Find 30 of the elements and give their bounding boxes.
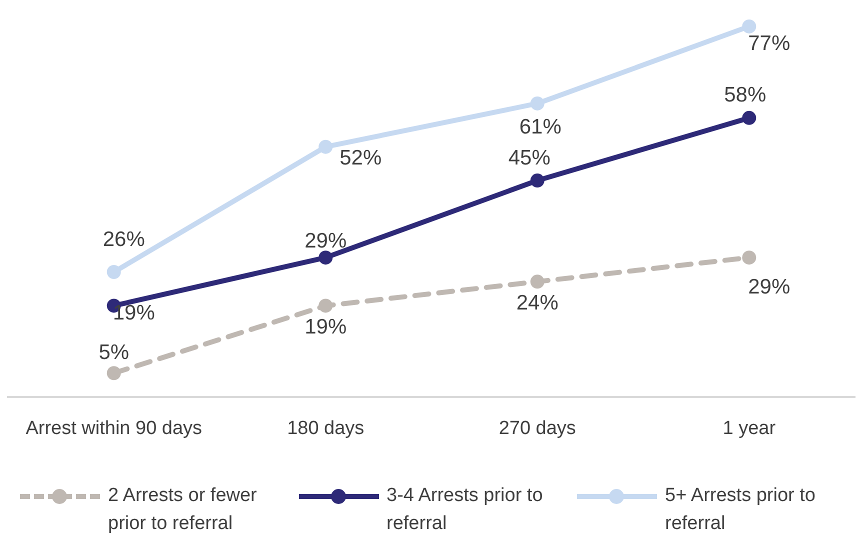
data-label: 45%	[508, 146, 550, 170]
x-tick-label: 270 days	[498, 418, 576, 439]
point	[742, 250, 756, 265]
data-label: 58%	[724, 84, 766, 107]
point	[742, 19, 756, 34]
data-label: 19%	[304, 316, 347, 339]
legend-label: 5+ Arrests prior to referral	[665, 484, 816, 536]
data-label: 5%	[98, 340, 130, 364]
data-label: 61%	[519, 115, 562, 138]
data-label: 77%	[748, 32, 790, 56]
x-tick-label: 180 days	[287, 418, 364, 439]
x-tick-label: Arrest within 90 days	[26, 418, 202, 439]
point	[106, 366, 121, 380]
legend-label: 3-4 Arrests prior to referral	[386, 484, 544, 536]
point	[530, 174, 544, 188]
point	[318, 250, 333, 265]
point	[318, 140, 333, 154]
point	[530, 96, 544, 110]
point	[106, 265, 121, 280]
data-label: 19%	[112, 302, 155, 325]
data-label: 26%	[102, 228, 145, 251]
point	[742, 110, 756, 125]
point	[318, 298, 333, 313]
legend-label: 2 Arrests or fewer prior to referral	[108, 484, 258, 536]
data-label: 29%	[748, 275, 790, 298]
x-tick-label: 1 year	[722, 418, 776, 439]
data-label: 29%	[304, 229, 347, 252]
data-label: 24%	[516, 291, 558, 314]
data-label: 52%	[340, 146, 382, 170]
point	[530, 274, 544, 289]
